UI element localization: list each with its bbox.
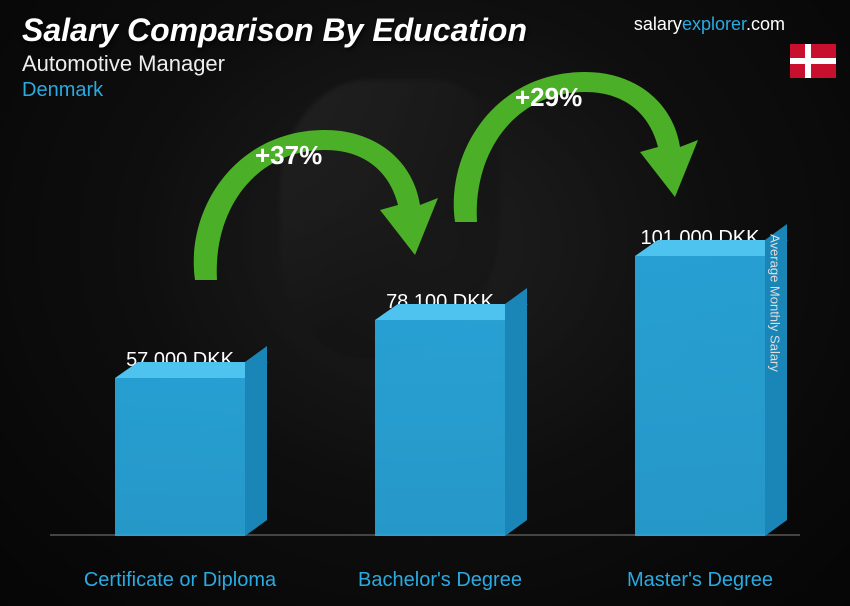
country-name: Denmark (22, 79, 828, 102)
brand-part2: explorer (682, 14, 746, 34)
bar-label: Bachelor's Degree (340, 568, 540, 592)
job-title: Automotive Manager (22, 51, 828, 77)
y-axis-label: Average Monthly Salary (768, 234, 783, 372)
brand-part1: salary (634, 14, 682, 34)
increase-pct-1: +37% (255, 140, 322, 171)
bar-shape (375, 320, 505, 536)
brand-label: salaryexplorer.com (634, 14, 785, 35)
bar-chart: +37% +29% 57,000 DKK Certificate or Dipl… (60, 160, 790, 536)
bar-shape (635, 256, 765, 536)
bar-label: Master's Degree (600, 568, 800, 592)
bar-label: Certificate or Diploma (80, 568, 280, 592)
denmark-flag-icon (790, 44, 836, 78)
bar-shape (115, 378, 245, 536)
bar-certificate: 57,000 DKK Certificate or Diploma (100, 349, 260, 536)
bar-bachelors: 78,100 DKK Bachelor's Degree (360, 291, 520, 536)
bar-masters: 101,000 DKK Master's Degree (620, 227, 780, 536)
brand-part3: .com (746, 14, 785, 34)
